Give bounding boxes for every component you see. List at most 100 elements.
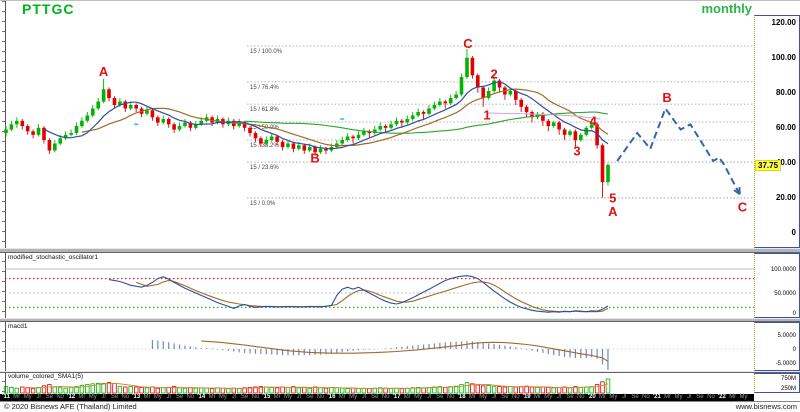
candle-body xyxy=(476,75,480,87)
volume-panel-canvas[interactable] xyxy=(0,373,754,394)
wave-label: 2 xyxy=(490,66,497,81)
axis-tick-label: 0 xyxy=(793,347,796,353)
axis-tick-label: 250M xyxy=(781,386,796,392)
volume-bar xyxy=(552,388,556,393)
volume-bar xyxy=(357,389,361,393)
wave-label: A xyxy=(608,204,618,219)
candle-body xyxy=(172,124,176,129)
candle-body xyxy=(183,123,187,127)
candle-body xyxy=(406,119,410,123)
main-chart-canvas[interactable]: 15 / 100.0%15 / 76.4%15 / 61.8%15 / 50.0… xyxy=(0,1,754,253)
candle-body xyxy=(69,133,73,135)
volume-bar xyxy=(368,389,372,393)
candle-body xyxy=(471,58,475,76)
volume-bar xyxy=(156,388,160,393)
candle-body xyxy=(340,140,344,144)
candle-body xyxy=(433,105,437,109)
candle-body xyxy=(167,119,171,124)
volume-bar xyxy=(64,388,68,393)
wave-label: B xyxy=(662,90,671,105)
stochastic-panel-canvas[interactable] xyxy=(0,253,754,319)
wave-label: 3 xyxy=(573,143,580,158)
candle-body xyxy=(248,128,252,133)
candle-body xyxy=(15,121,19,125)
candle-body xyxy=(606,165,610,182)
candle-body xyxy=(156,117,160,122)
candle-body xyxy=(254,133,258,138)
candle-body xyxy=(4,130,8,134)
volume-bar xyxy=(265,387,269,393)
axis-tick-label: 20.00 xyxy=(776,193,796,202)
volume-bar xyxy=(509,387,513,393)
volume-bar xyxy=(606,379,610,393)
candle-body xyxy=(444,102,448,104)
volume-bar xyxy=(124,387,128,393)
volume-bar xyxy=(492,386,496,393)
candle-body xyxy=(525,107,529,112)
candle-body xyxy=(75,126,79,133)
time-axis-month-label: My xyxy=(736,394,752,401)
candle-body xyxy=(357,135,361,139)
candle-body xyxy=(416,112,420,116)
candle-body xyxy=(324,149,328,151)
volume-bar xyxy=(400,389,404,393)
volume-bar xyxy=(427,387,431,393)
candle-body xyxy=(552,123,556,127)
volume-bar xyxy=(53,387,57,393)
volume-bar xyxy=(167,387,171,393)
candle-body xyxy=(107,89,111,98)
volume-bar xyxy=(221,388,225,393)
candle-body xyxy=(465,58,469,77)
macd-panel-canvas[interactable] xyxy=(0,322,754,372)
candle-body xyxy=(303,145,307,150)
macd-panel-title: macd1 xyxy=(7,323,29,330)
volume-bar xyxy=(444,387,448,393)
volume-bar xyxy=(324,388,328,393)
candle-body xyxy=(378,126,382,130)
volume-bar xyxy=(281,387,285,393)
candle-body xyxy=(134,105,138,109)
volume-bar xyxy=(189,388,193,393)
candle-body xyxy=(102,89,106,101)
volume-bar xyxy=(151,387,155,393)
axis-tick-label: 80.00 xyxy=(776,88,796,97)
volume-bar xyxy=(140,387,144,393)
candle-body xyxy=(86,116,90,121)
candle-body xyxy=(96,102,100,109)
volume-bar xyxy=(48,385,52,393)
volume-bar xyxy=(232,388,236,393)
candle-body xyxy=(574,131,578,140)
axis-tick-label: 120.00 xyxy=(772,18,796,27)
candle-body xyxy=(26,126,30,131)
volume-bar xyxy=(4,387,8,393)
candle-body xyxy=(454,95,458,99)
volume-bar xyxy=(129,387,133,393)
volume-bar xyxy=(503,387,507,393)
volume-bar xyxy=(373,388,377,393)
volume-bar xyxy=(406,388,410,393)
volume-bar xyxy=(557,387,561,393)
candle-body xyxy=(113,98,117,105)
volume-bar xyxy=(389,389,393,393)
volume-bar xyxy=(31,389,35,393)
volume-bar xyxy=(351,388,355,393)
fib-level-label: 15 / 0.0% xyxy=(250,201,276,207)
candle-body xyxy=(427,109,431,114)
candle-body xyxy=(362,131,366,135)
volume-bar xyxy=(530,387,534,393)
candle-body xyxy=(579,135,583,140)
volume-bar xyxy=(199,388,203,393)
candle-body xyxy=(145,110,149,114)
volume-bar xyxy=(237,389,241,393)
volume-bar xyxy=(340,388,344,393)
volume-bar xyxy=(118,386,122,393)
candle-body xyxy=(53,144,57,151)
candle-body xyxy=(162,119,166,123)
candle-body xyxy=(411,116,415,120)
axis-tick-label: 0 xyxy=(793,311,796,317)
